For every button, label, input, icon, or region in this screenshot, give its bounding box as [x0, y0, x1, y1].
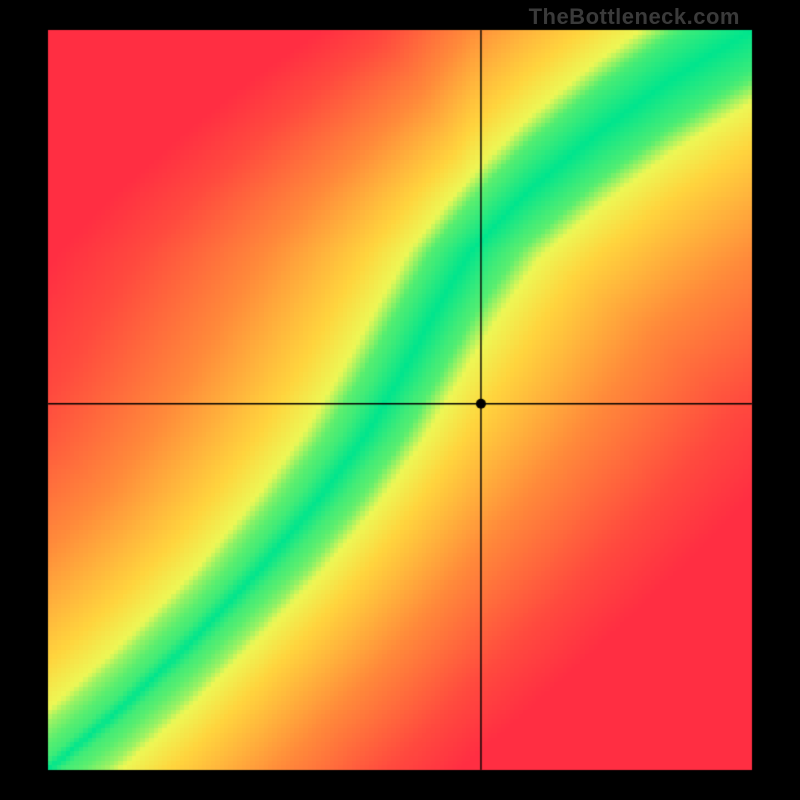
chart-container: TheBottleneck.com: [0, 0, 800, 800]
watermark-text: TheBottleneck.com: [529, 4, 740, 30]
crosshair-overlay: [0, 0, 800, 800]
